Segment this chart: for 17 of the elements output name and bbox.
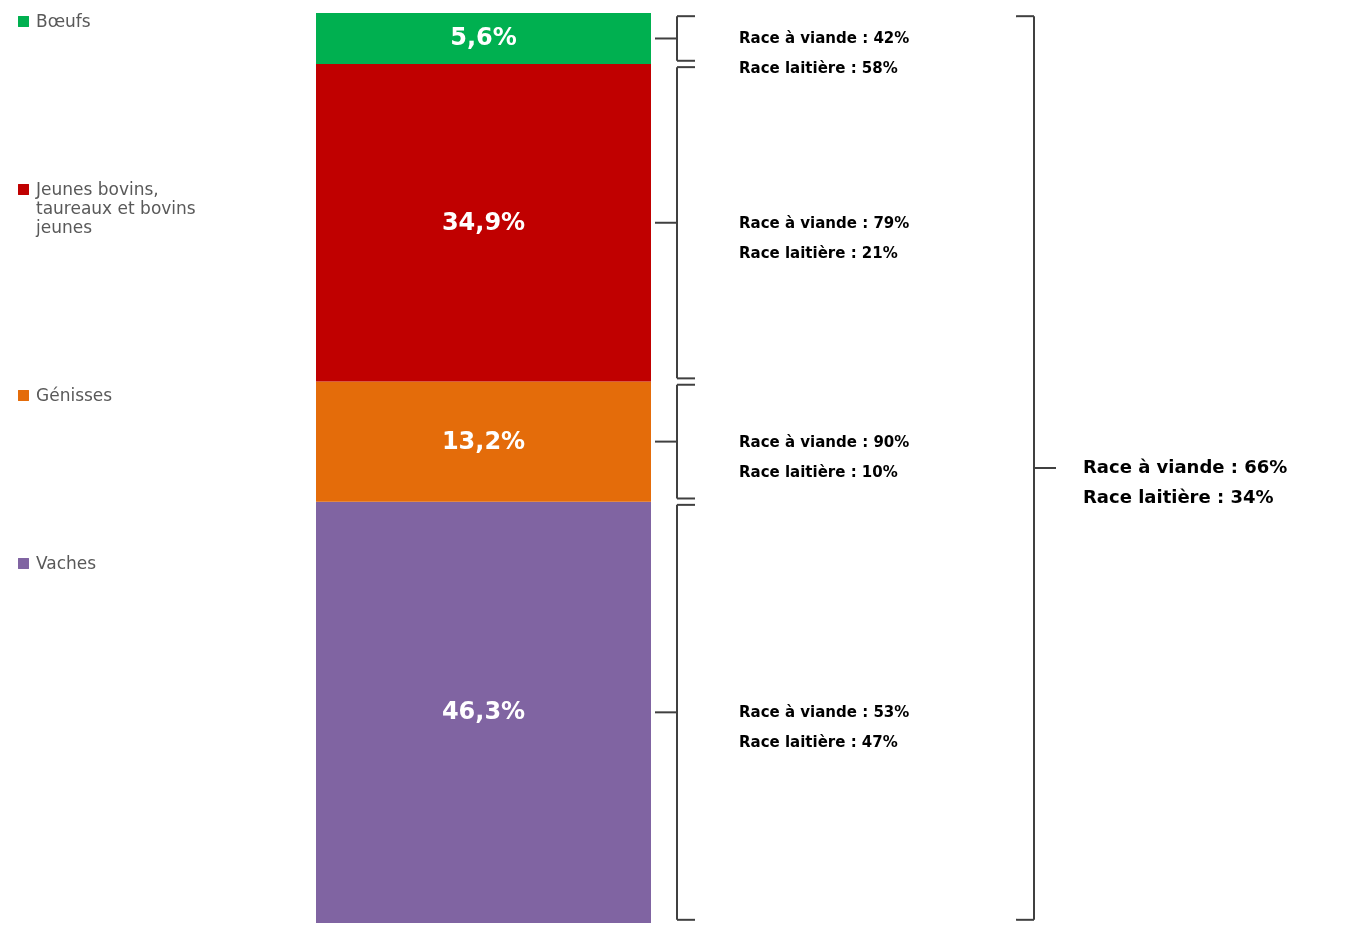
bar xyxy=(316,501,651,923)
bar xyxy=(316,381,651,502)
data-label: 13,2% xyxy=(441,426,526,455)
bar xyxy=(316,13,651,64)
legend-label: Génisses xyxy=(36,384,113,405)
text: Race à viande : 53% Race laitière : 47% xyxy=(739,703,910,752)
bar xyxy=(316,63,651,382)
legend-label: Jeunes bovins, taureaux et bovins jeunes xyxy=(35,178,196,237)
data-label: 5,6% xyxy=(450,23,517,52)
data-label: 46,3% xyxy=(441,697,526,726)
legend-label: Vaches xyxy=(36,552,97,573)
data-label: 34,9% xyxy=(441,207,526,236)
text: Race à viande : 90% Race laitière : 10% xyxy=(739,432,910,481)
legend-label: Bœufs xyxy=(36,10,91,31)
text: Race à viande : 66% Race laitière : 34% xyxy=(1083,456,1288,507)
text: Race à viande : 79% Race laitière : 21% xyxy=(739,213,910,262)
text: Race à viande : 42% Race laitière : 58% xyxy=(739,29,910,78)
